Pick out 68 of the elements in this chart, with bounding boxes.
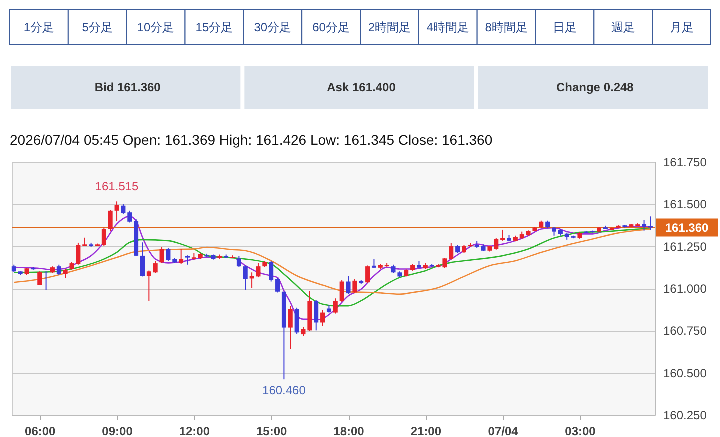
text: 5分足 (82, 20, 113, 34)
candlestick (642, 220, 647, 232)
text: 30分足 (254, 20, 292, 34)
text: 60分足 (312, 20, 350, 34)
text: 月足 (670, 20, 694, 34)
x-tick-label: 06:00 (25, 424, 56, 437)
candlestick (276, 278, 280, 294)
x-tick-label: 12:00 (179, 424, 210, 437)
ref-line-label: 161.360 (665, 220, 710, 235)
y-tick-label: 161.000 (664, 282, 708, 296)
candlestick (38, 271, 42, 286)
text: 日足 (552, 20, 577, 34)
candlestick (128, 210, 132, 224)
candlestick (108, 210, 113, 232)
annotation: 160.460 (262, 384, 306, 398)
candlestick (243, 265, 248, 291)
text: Bid 161.360 (94, 80, 162, 94)
candlestick (294, 307, 300, 335)
candlestick (648, 216, 653, 231)
candlestick (179, 248, 184, 265)
candlestick (114, 201, 120, 222)
candlestick (333, 298, 338, 314)
candlestick (166, 248, 171, 262)
candlestick (140, 242, 145, 278)
candlestick (146, 270, 152, 302)
x-tick-label: 18:00 (334, 424, 365, 437)
text: 1分足 (24, 20, 55, 34)
candlestick (236, 256, 242, 268)
y-tick-label: 161.250 (664, 240, 708, 254)
candlestick (186, 255, 190, 266)
y-tick-label: 161.750 (664, 156, 708, 170)
candlestick (494, 238, 499, 250)
candlestick (314, 300, 319, 332)
y-tick-label: 160.250 (664, 408, 708, 422)
candlestick (160, 246, 164, 264)
y-tick-label: 160.500 (664, 366, 708, 380)
candlestick (56, 264, 62, 276)
text: 10分足 (137, 20, 175, 34)
y-tick-label: 161.500 (664, 198, 708, 212)
text: 8時間足 (485, 20, 528, 34)
candlestick (269, 260, 274, 282)
candlestick (500, 229, 506, 242)
candlestick (320, 310, 326, 327)
x-tick-label: 15:00 (256, 424, 288, 437)
text: Ask 161.400 (327, 80, 396, 94)
x-tick-label: 03:00 (565, 424, 596, 437)
x-tick-label: 07/04 (488, 424, 519, 437)
candlestick (153, 261, 158, 274)
candlestick (121, 204, 126, 215)
text: Change 0.248 (556, 80, 634, 94)
candlestick (288, 306, 293, 350)
candlestick (449, 242, 454, 260)
text: 4時間足 (426, 20, 470, 34)
candlestick (102, 227, 106, 247)
y-tick-label: 160.750 (664, 324, 708, 338)
x-tick-label: 21:00 (410, 424, 442, 437)
x-tick-label: 09:00 (102, 424, 134, 437)
text: 15分足 (196, 20, 234, 34)
candlestick (63, 268, 68, 279)
candlestick (340, 280, 344, 302)
candlestick (346, 276, 351, 295)
text: 週足 (611, 20, 636, 34)
candlestick (366, 265, 370, 284)
line-series (13, 228, 652, 296)
chart-title: 2026/07/04 05:45 Open: 161.369 High: 161.426 Low: 161.345 Close: 161.360 (10, 132, 493, 148)
candlestick (352, 278, 358, 294)
text: 2時間足 (368, 20, 412, 34)
annotation: 161.515 (95, 180, 140, 194)
